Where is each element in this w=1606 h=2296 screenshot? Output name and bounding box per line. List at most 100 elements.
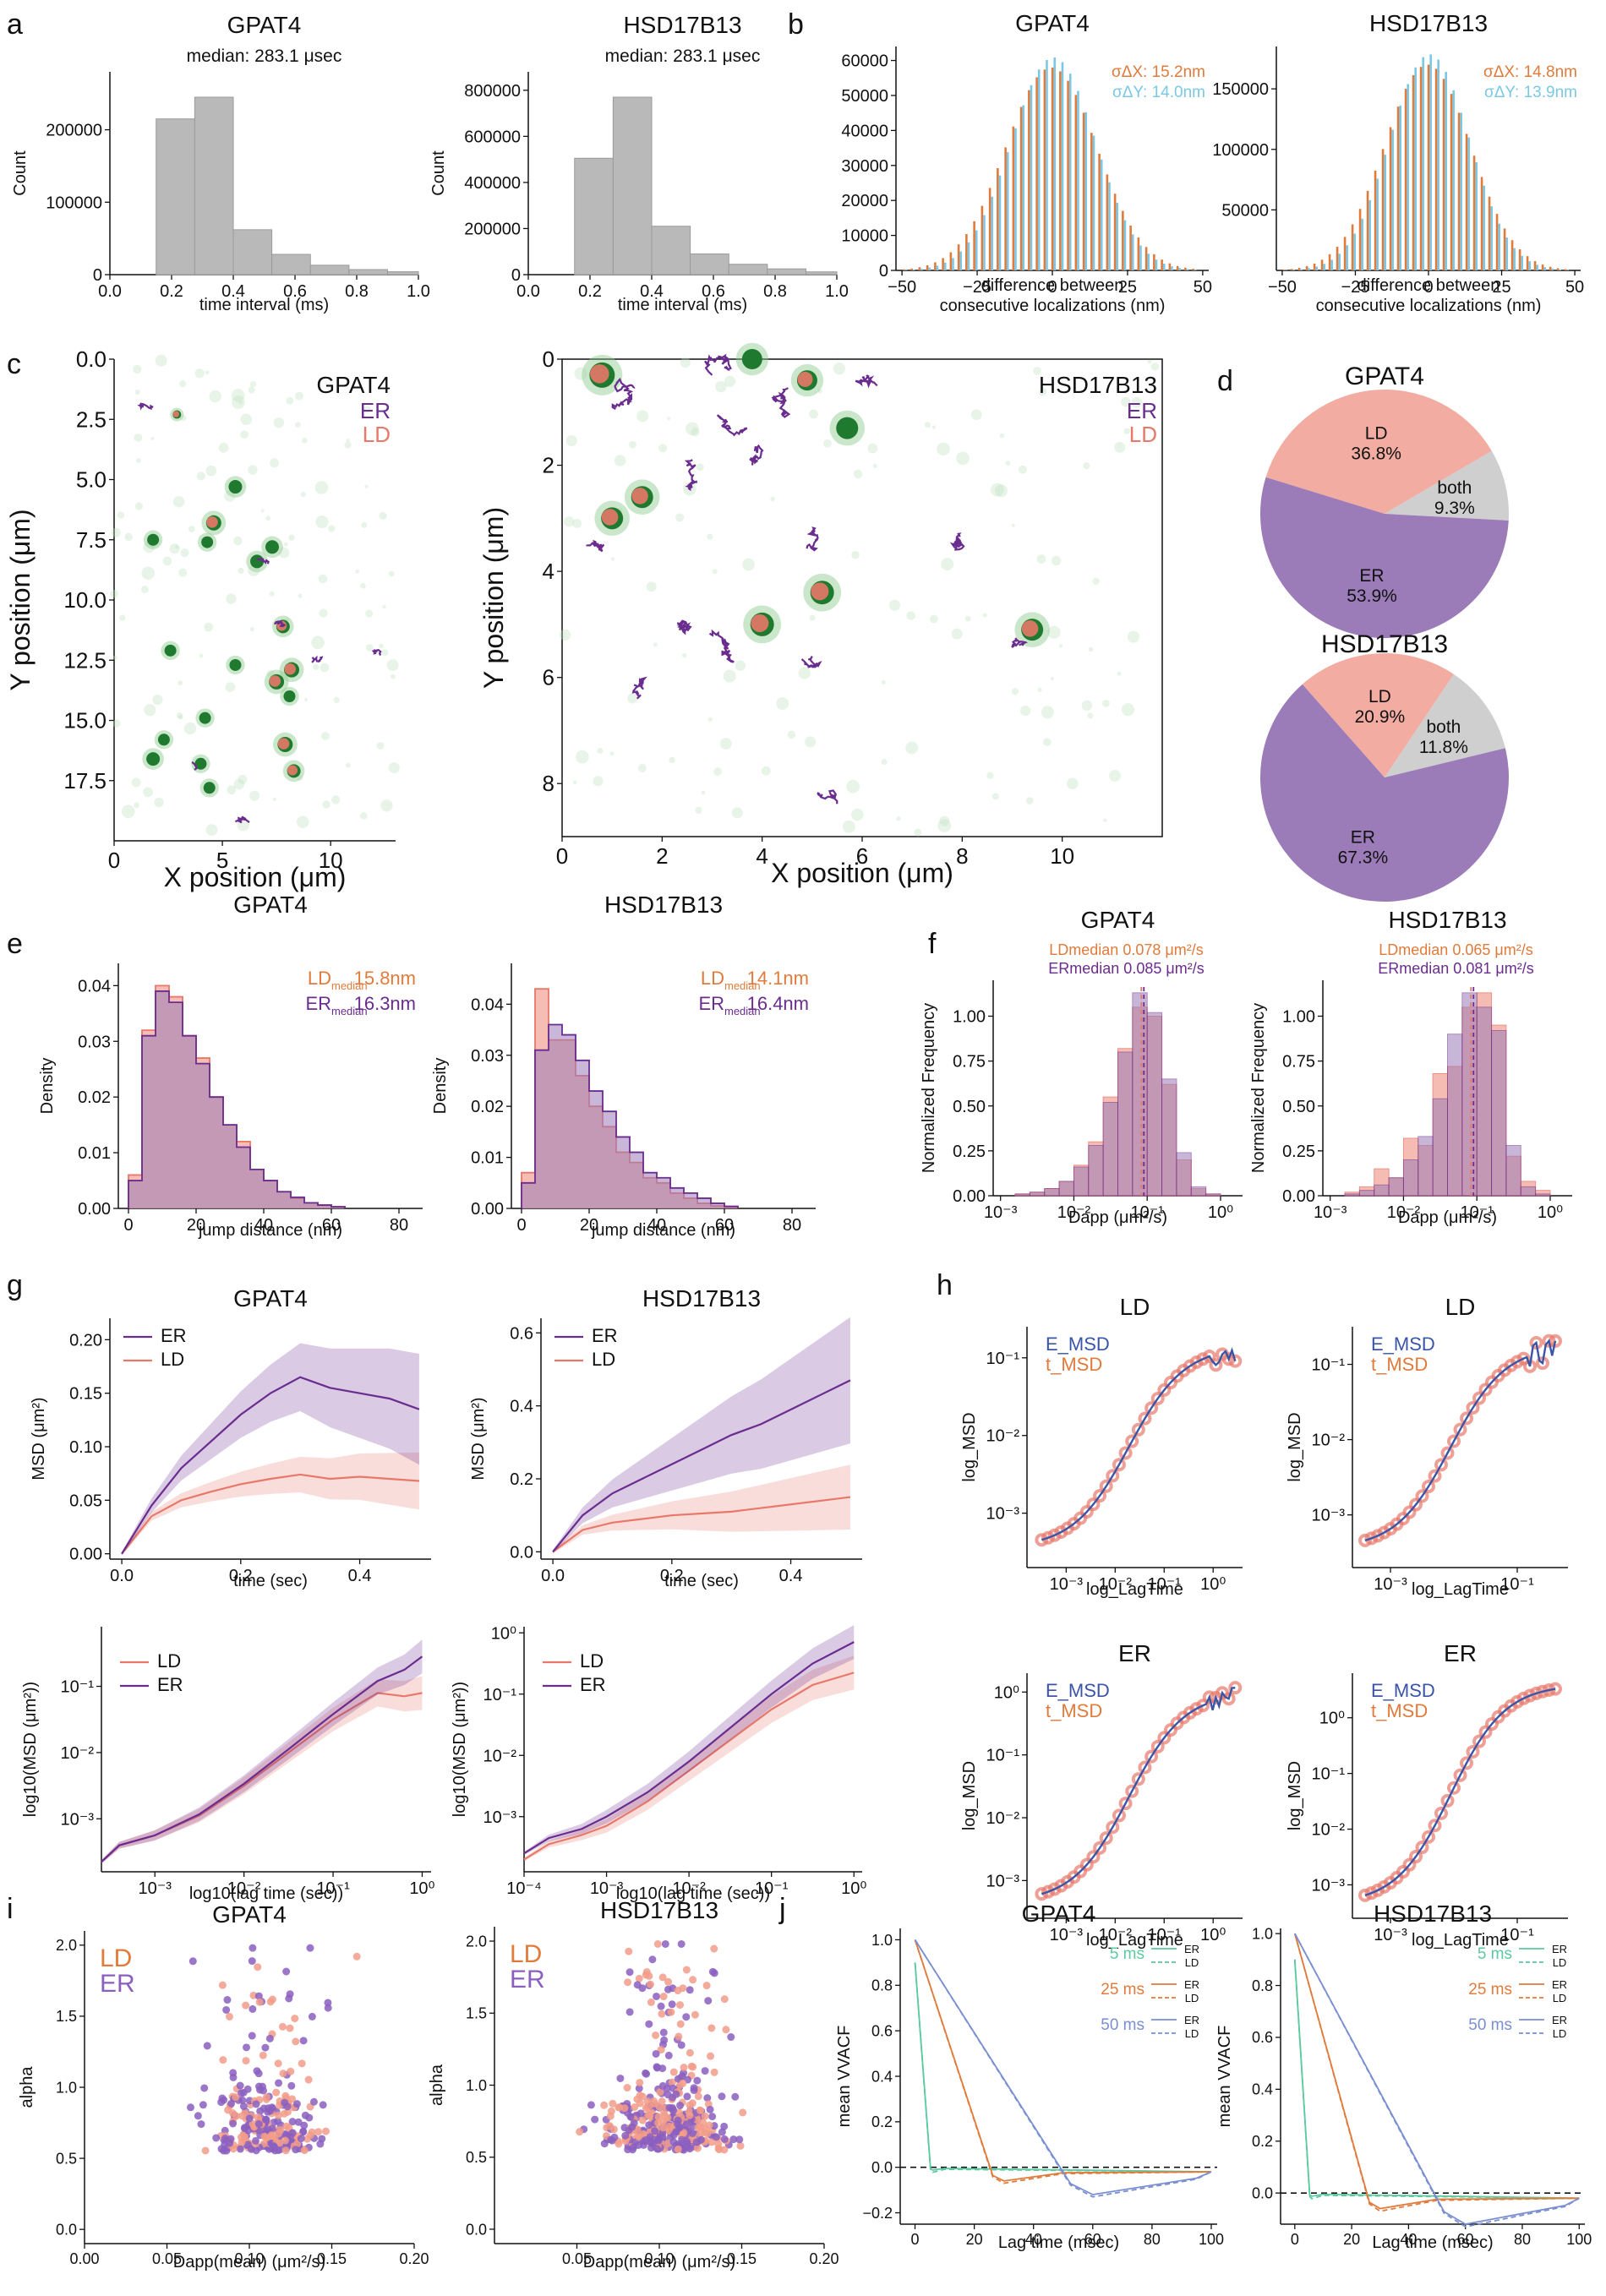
bar-dy [1155, 259, 1158, 270]
er-point [288, 2129, 297, 2137]
legend-item-label: LD [1553, 1956, 1567, 1969]
background-localization [269, 591, 275, 597]
er-trajectory [611, 377, 636, 410]
x-tick-label: 0.20 [399, 2250, 429, 2267]
x-axis-label: Dapp (μm²/s) [1068, 1208, 1167, 1227]
background-localization [990, 483, 1004, 497]
frequency-bar-er [1520, 1186, 1537, 1197]
x-tick-label: 10⁻³ [1314, 1203, 1347, 1222]
pie-value-label: 36.8% [1351, 444, 1401, 463]
density-outline-er [521, 1023, 739, 1208]
t-msd-marker [1434, 1806, 1448, 1820]
background-localization [118, 614, 126, 621]
x-axis-label: Dapp(mean) (μm²/s) [173, 2253, 325, 2271]
background-localization [134, 434, 143, 442]
background-localization [1025, 797, 1034, 804]
background-localization [914, 828, 922, 837]
background-localization [360, 812, 368, 820]
lipid-droplet [229, 658, 242, 671]
t-msd-marker [1478, 1383, 1493, 1397]
bar-dy [1171, 266, 1173, 270]
bar-dy [1178, 268, 1182, 270]
axes-a1: 0.0 0.2 0.4 0.6 0.8 1.0 0 100000 200000 time inte… [11, 12, 430, 314]
background-localization [681, 652, 687, 658]
er-point [248, 1957, 256, 1966]
y-tick-label: 0.8 [871, 1977, 893, 1994]
ld-point [657, 2046, 665, 2054]
t-msd-marker [1157, 1383, 1172, 1397]
pie-category-label: ER [1351, 827, 1375, 847]
legend-label-er: ER [580, 1674, 606, 1695]
ld-point [298, 2059, 306, 2068]
x-axis-label: jump distance (nm) [198, 1221, 342, 1240]
bar-dx [1541, 264, 1544, 270]
axes-h4: 10⁻³ 10⁻¹ 10⁻³ 10⁻² 10⁻¹ 10⁰ log_LagTime log_MS… [1286, 1640, 1568, 1950]
confidence-band-ld [553, 1464, 850, 1554]
density-bar-er [169, 1002, 183, 1208]
density-bar-er [183, 1035, 196, 1208]
chart-title: GPAT4 [1015, 10, 1090, 36]
ld-point [645, 2102, 653, 2110]
y-tick-label: 0.00 [953, 1187, 986, 1206]
er-trajectory [274, 620, 287, 628]
bar-dx [1019, 106, 1023, 270]
er-point [729, 2135, 738, 2144]
x-tick-label: 0.10 [234, 2250, 264, 2267]
chart-title: ER [1118, 1640, 1151, 1666]
vvacf-line-er-50ms [914, 1939, 1212, 2195]
background-localization [205, 824, 218, 836]
y-tick-label: 0.8 [1252, 1977, 1273, 1994]
x-tick-label: 0.0 [541, 1567, 565, 1585]
background-localization [365, 609, 374, 618]
y-tick-label: 12.5 [63, 647, 107, 673]
axes-e2: 0 20 40 60 80 0.00 0.01 0.02 0.03 0.04 jump distan… [431, 892, 816, 1240]
background-localization [314, 481, 329, 494]
ld-point [219, 2056, 227, 2064]
panel-letter-b: b [788, 8, 804, 41]
legend-er-value: 16.3nm [354, 993, 416, 1014]
ld-localizations [631, 488, 648, 504]
background-localization [1019, 705, 1031, 717]
background-localization [1066, 777, 1079, 790]
t-msd-marker [1402, 1505, 1417, 1519]
bar-dx [934, 262, 937, 270]
histogram-bar [232, 229, 273, 275]
x-tick-label: 10⁻³ [1050, 1575, 1084, 1594]
bar-dy [1361, 218, 1363, 270]
background-localization [846, 779, 860, 794]
legend-group-label: 5 ms [1478, 1945, 1512, 1963]
ld-point [272, 2088, 281, 2097]
background-localization [313, 663, 320, 670]
axes-f2: 10⁻³ 10⁻² 10⁻¹ 10⁰ 0.00 0.25 0.50 0.75 1.00 Dapp … [1249, 907, 1572, 1227]
ld-point [652, 2031, 660, 2039]
er-trajectory [234, 815, 250, 824]
bar-dx [988, 188, 991, 270]
density-bar-er [210, 1097, 223, 1208]
er-point [607, 2135, 615, 2144]
y-tick-label: 1.00 [1282, 1008, 1315, 1027]
pie-slice-er [1259, 684, 1509, 902]
legend-er-sub: median [331, 1005, 368, 1017]
y-tick-label: 0.4 [1252, 2081, 1273, 2098]
chart-title: HSD17B13 [623, 12, 741, 38]
background-localization [226, 593, 237, 604]
y-tick-label: 1.5 [56, 2008, 77, 2025]
y-tick-label: 10⁻² [1312, 1432, 1346, 1450]
frequency-bar-er [1058, 1181, 1074, 1197]
pie-value-label: 9.3% [1434, 499, 1475, 518]
background-localization [179, 379, 187, 388]
t-msd-marker [1434, 1458, 1448, 1472]
bar-dx [1389, 127, 1392, 270]
bar-dx [1465, 134, 1468, 270]
pie-value-label: 53.9% [1347, 586, 1397, 606]
ld-localizations [287, 765, 298, 776]
t-msd-marker [1409, 1850, 1423, 1864]
ld-point [693, 2144, 702, 2152]
er-point [288, 2118, 297, 2126]
confidence-band-ld [524, 1655, 855, 1862]
y-tick-label: 2 [543, 453, 554, 478]
